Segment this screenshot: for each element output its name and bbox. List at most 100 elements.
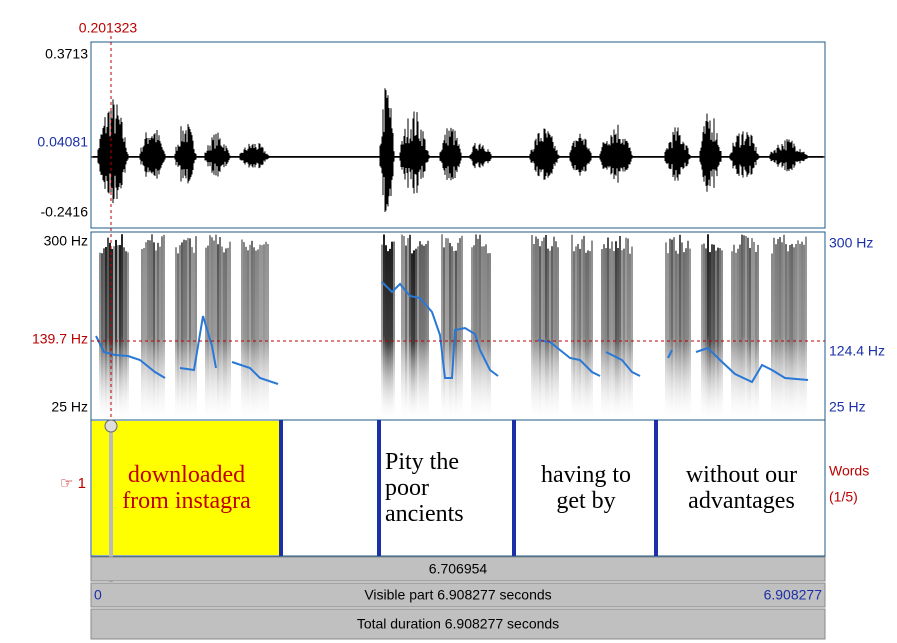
segment-duration: 6.706954	[429, 561, 488, 577]
spectrogram-column	[263, 244, 265, 418]
spectrogram-column	[673, 237, 675, 418]
spectrogram-column	[415, 249, 417, 418]
spectrogram-column	[101, 253, 103, 418]
spectrogram-column	[403, 236, 405, 418]
interval-text[interactable]: downloaded from instagra	[92, 424, 281, 552]
tier-number[interactable]: ☞ 1	[60, 475, 86, 492]
spectrogram-column	[631, 247, 633, 418]
visible-start: 0	[94, 587, 102, 603]
spectrogram-column	[259, 245, 261, 418]
spectrogram-column	[421, 245, 423, 418]
spectrogram-column	[407, 238, 409, 418]
spectrogram-column	[575, 246, 577, 418]
spectrogram-column	[179, 245, 181, 418]
cursor-time: 0.201323	[79, 20, 138, 36]
spectrogram-column	[151, 234, 153, 418]
spectrogram-column	[121, 234, 123, 418]
spectrogram-column	[217, 244, 219, 418]
spectrogram-column	[245, 247, 247, 418]
pitch-min: 25 Hz	[829, 399, 866, 415]
spectrogram-column	[193, 253, 195, 418]
spectrogram-column	[539, 246, 541, 418]
interval-text[interactable]	[283, 424, 379, 552]
spectrogram-column	[603, 244, 605, 418]
spectrogram-column	[801, 242, 803, 418]
spectrogram-column	[671, 240, 673, 418]
spectrogram-column	[549, 251, 551, 418]
spectrogram-column	[447, 238, 449, 418]
spectrogram-column	[601, 249, 603, 418]
spectrogram-column	[619, 236, 621, 418]
spectrogram-column	[735, 253, 737, 418]
spectrogram-column	[141, 249, 143, 418]
amplitude-max: 0.3713	[45, 46, 88, 62]
spectrogram-column	[487, 253, 489, 418]
spectrogram-column	[677, 254, 679, 418]
interval-text[interactable]: without our advantages	[658, 424, 825, 552]
spectrogram-column	[261, 245, 263, 418]
spectrogram-column	[175, 247, 177, 418]
freq-max-left: 300 Hz	[44, 233, 88, 249]
spectrogram-column	[537, 239, 539, 418]
spectrogram-column	[127, 252, 129, 418]
spectrogram-column	[805, 237, 807, 418]
spectrogram-column	[545, 235, 547, 418]
spectrogram-column	[385, 245, 387, 418]
spectrogram-column	[571, 235, 573, 418]
spectrogram-column	[751, 238, 753, 418]
interval-text[interactable]: Pity the poor ancients	[381, 424, 514, 552]
spectrogram-column	[749, 248, 751, 418]
spectrogram-column	[473, 245, 475, 418]
spectrogram-column	[747, 238, 749, 418]
spectrogram-column	[227, 248, 229, 418]
spectrogram-column	[145, 242, 147, 418]
spectrogram-column	[99, 253, 101, 418]
spectrogram-column	[757, 245, 759, 418]
spectrogram-column	[157, 243, 159, 418]
spectrogram-column	[623, 249, 625, 418]
spectrogram-column	[667, 253, 669, 418]
spectrogram-column	[253, 247, 255, 418]
spectrogram-column	[107, 238, 109, 418]
spectrogram-column	[737, 249, 739, 418]
tier-name: Words	[829, 463, 869, 479]
spectrogram-column	[247, 250, 249, 418]
spectrogram-column	[707, 234, 709, 418]
spectrogram-column	[405, 246, 407, 418]
spectrogram-column	[543, 237, 545, 418]
spectrogram-column	[381, 245, 383, 418]
interval-text[interactable]: having to get by	[516, 424, 656, 552]
spectrogram-column	[577, 244, 579, 418]
spectrogram-column	[477, 239, 479, 418]
spectrogram-column	[155, 250, 157, 418]
spectrogram-column	[591, 241, 593, 418]
spectrogram-column	[181, 242, 183, 418]
spectrogram-column	[117, 245, 119, 418]
spectrogram-column	[195, 236, 197, 418]
waveform-panel	[91, 42, 825, 228]
spectrogram-column	[119, 245, 121, 418]
pitch-value: 124.4 Hz	[829, 343, 885, 359]
spectrogram-column	[461, 236, 463, 418]
spectrogram-column	[427, 241, 429, 418]
spectrogram-column	[241, 240, 243, 418]
spectrogram-column	[743, 235, 745, 418]
total-duration: Total duration 6.908277 seconds	[357, 616, 559, 632]
spectrogram-column	[605, 248, 607, 418]
spectrogram-column	[551, 246, 553, 418]
spectrogram-column	[251, 241, 253, 418]
spectrogram-column	[689, 249, 691, 418]
spectrogram-column	[401, 235, 403, 418]
spectrogram-column	[177, 253, 179, 418]
spectrogram-column	[703, 244, 705, 418]
spectrogram-column	[775, 244, 777, 418]
spectrogram-column	[143, 248, 145, 418]
amplitude-cursor: 0.04081	[37, 134, 88, 150]
spectrogram-column	[741, 235, 743, 418]
spectrogram-column	[149, 240, 151, 418]
spectrogram-column	[103, 248, 105, 418]
spectrogram-column	[123, 247, 125, 418]
spectrogram-column	[629, 254, 631, 418]
spectrogram-column	[787, 251, 789, 418]
spectrogram-column	[533, 244, 535, 418]
